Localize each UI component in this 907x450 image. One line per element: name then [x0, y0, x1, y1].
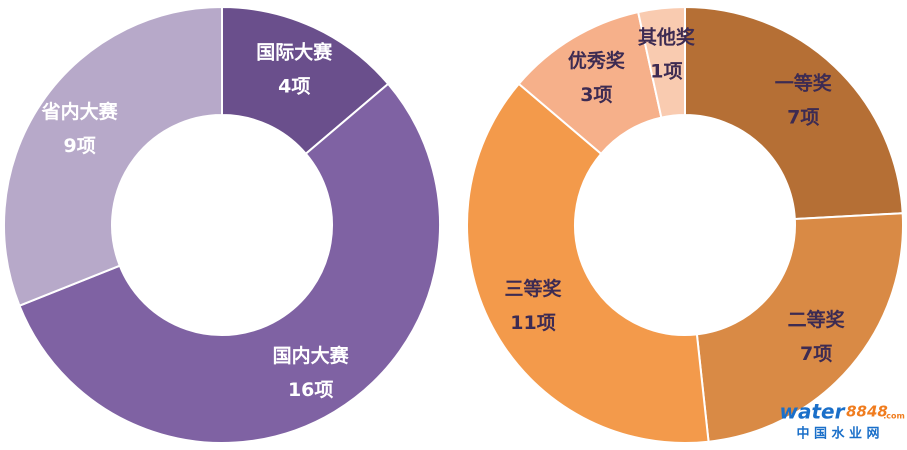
slice	[636, 5, 686, 119]
slice-label: 省内大赛	[41, 100, 119, 123]
slice-label: 三等奖	[505, 277, 563, 300]
watermark-brand: water	[780, 400, 846, 424]
slice	[18, 82, 441, 444]
value-label: 4项	[278, 75, 310, 97]
slice-label: 一等奖	[775, 72, 833, 95]
value-label: 7项	[787, 107, 819, 129]
watermark-domain: .com	[883, 412, 905, 421]
slice	[221, 5, 390, 156]
value-label: 9项	[64, 135, 96, 157]
value-label: 16项	[288, 379, 333, 401]
value-label: 3项	[580, 84, 612, 106]
slice-label: 国内大赛	[273, 344, 350, 367]
watermark-number: 8848	[846, 403, 888, 421]
slice	[3, 5, 223, 307]
slice	[695, 212, 904, 443]
slice-label: 国际大赛	[256, 40, 333, 63]
slice-label: 优秀奖	[568, 49, 626, 72]
slice	[684, 5, 904, 221]
value-label: 7项	[800, 343, 832, 365]
slice-label: 其他奖	[638, 26, 696, 49]
watermark: water 8848 .com 中 国 水 业 网	[780, 400, 905, 442]
value-label: 11项	[510, 312, 555, 334]
slice-label: 二等奖	[788, 308, 846, 331]
watermark-cn: 中 国 水 业 网	[796, 426, 879, 442]
slice	[466, 82, 710, 444]
value-label: 1项	[650, 61, 682, 83]
